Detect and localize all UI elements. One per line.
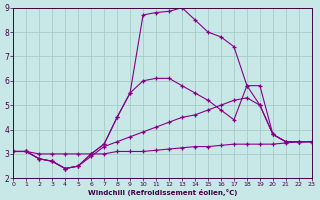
X-axis label: Windchill (Refroidissement éolien,°C): Windchill (Refroidissement éolien,°C) — [88, 189, 237, 196]
